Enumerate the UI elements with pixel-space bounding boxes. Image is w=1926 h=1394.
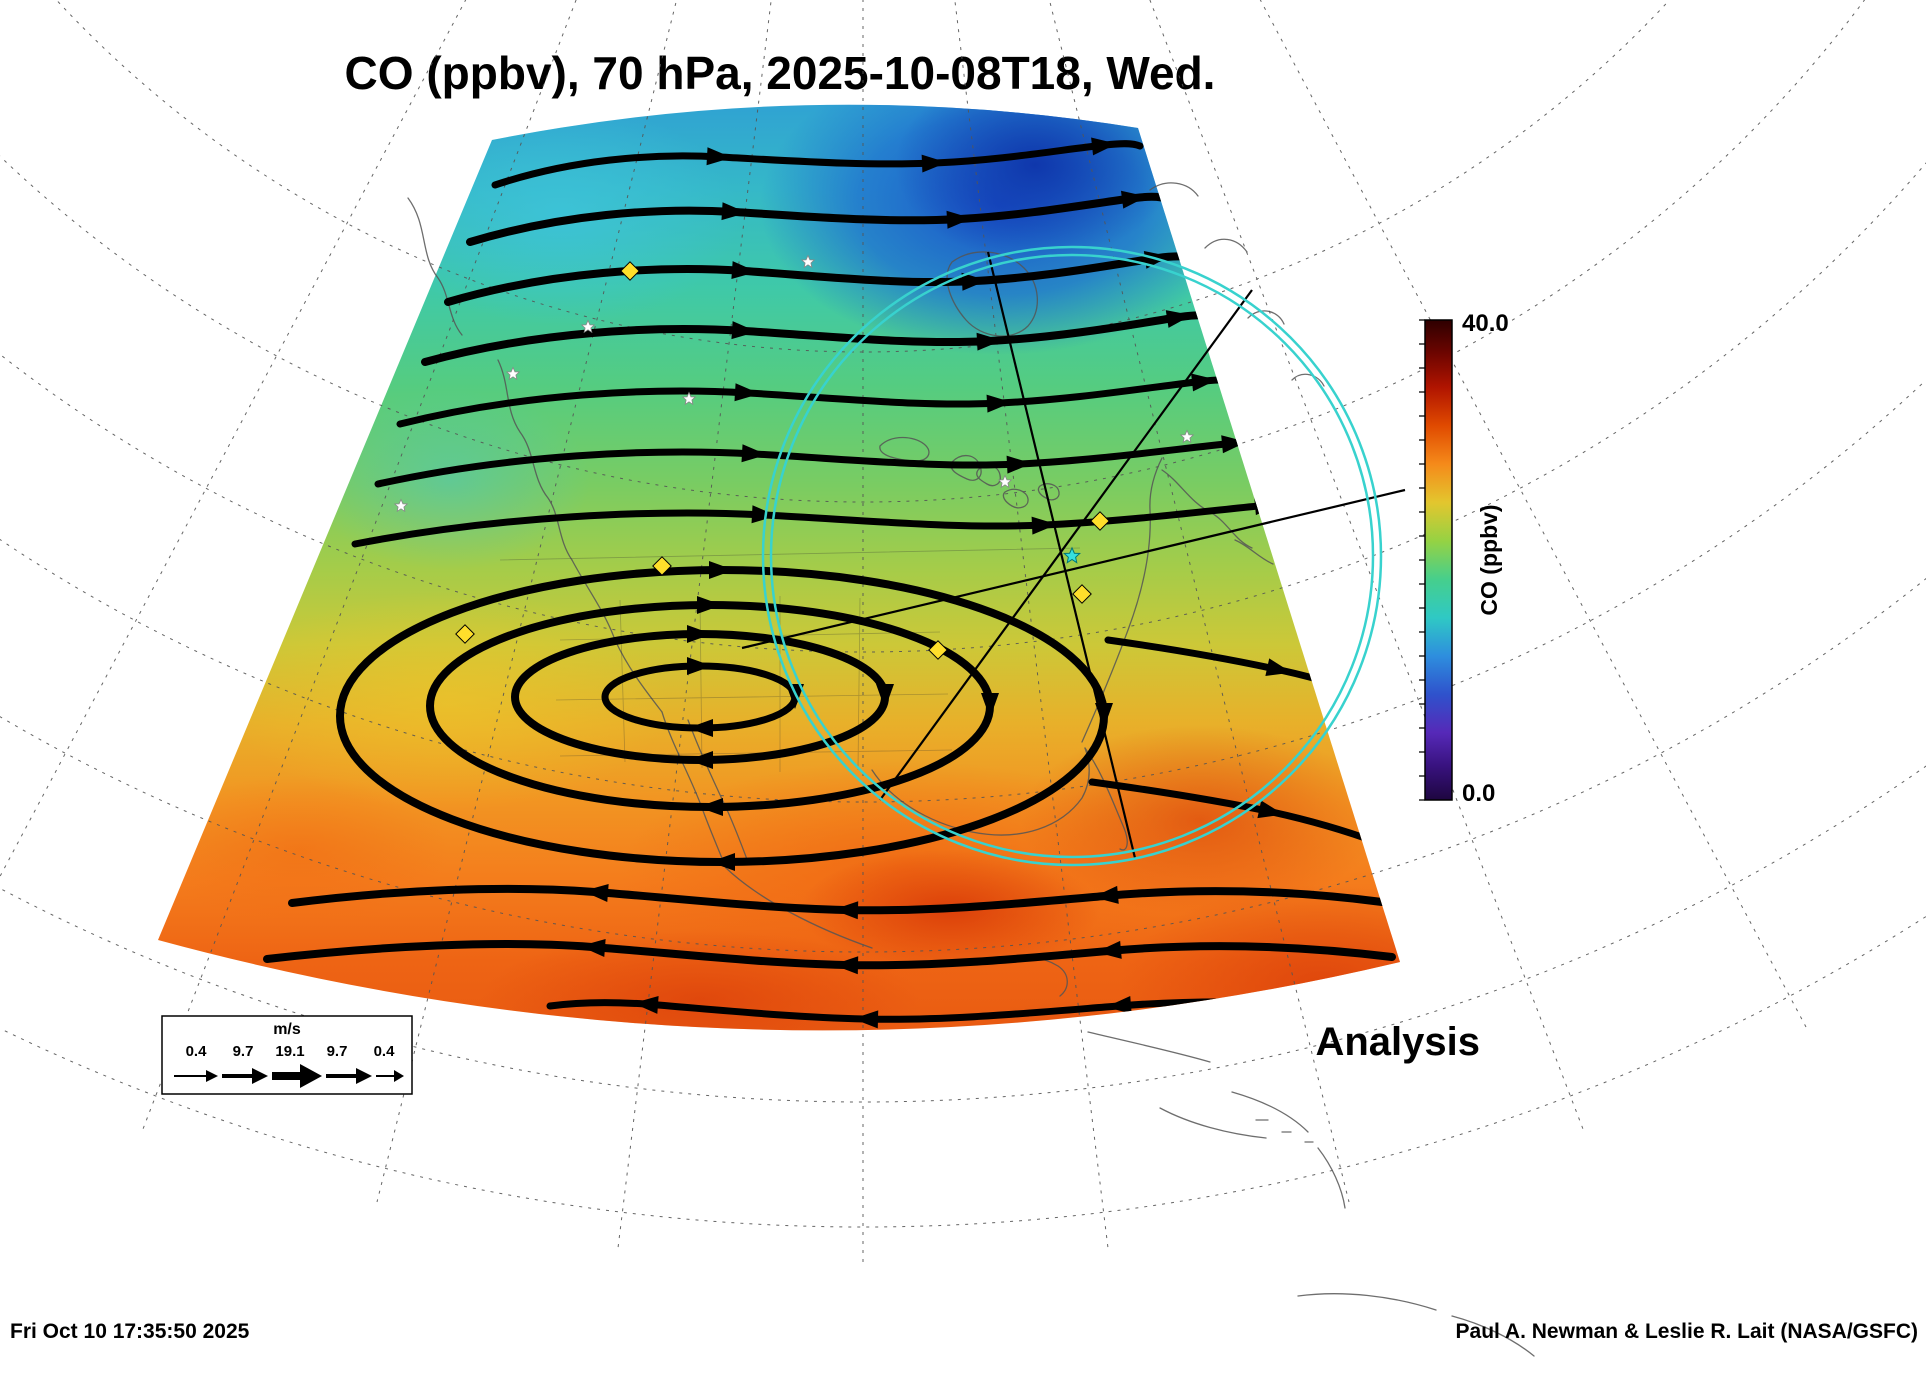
yellow-diamond-marker xyxy=(455,624,475,644)
analysis-label: Analysis xyxy=(1315,1020,1480,1064)
wind-streamlines xyxy=(263,137,1400,1029)
colorbar-min-label: 0.0 xyxy=(1462,780,1495,807)
range-ring-circle xyxy=(761,245,1383,867)
wind-legend-value: 9.7 xyxy=(327,1043,348,1060)
yellow-diamond-marker xyxy=(1072,584,1092,604)
wind-legend-value: 9.7 xyxy=(233,1043,254,1060)
yellow-diamond-marker xyxy=(652,556,672,576)
chord-lines xyxy=(741,251,1406,859)
yellow-diamond-marker xyxy=(928,640,948,660)
generation-timestamp: Fri Oct 10 17:35:50 2025 xyxy=(10,1320,250,1343)
colorbar-max-label: 40.0 xyxy=(1462,310,1509,337)
colorbar-gradient-bar xyxy=(1424,319,1453,801)
wind-legend-value: 19.1 xyxy=(275,1043,304,1060)
colorbar: 40.0 0.0 CO (ppbv) xyxy=(1419,310,1509,807)
page-title: CO (ppbv), 70 hPa, 2025-10-08T18, Wed. xyxy=(344,47,1216,99)
wind-legend-arrows xyxy=(174,1064,404,1088)
yellow-diamond-marker xyxy=(620,261,640,281)
yellow-diamond-marker xyxy=(1090,511,1110,531)
wind-speed-legend: m/s 0.4 9.7 19.1 9.7 0.4 xyxy=(161,1015,413,1095)
colorbar-axis-label: CO (ppbv) xyxy=(1476,504,1502,615)
colorbar-ticks xyxy=(1419,319,1425,801)
credit-line: Paul A. Newman & Leslie R. Lait (NASA/GS… xyxy=(1455,1320,1918,1343)
wind-legend-box xyxy=(161,1015,413,1095)
yellow-diamond-markers xyxy=(455,261,1110,660)
wind-legend-units: m/s xyxy=(273,1021,301,1038)
wind-legend-value: 0.4 xyxy=(374,1043,396,1060)
wind-legend-value: 0.4 xyxy=(186,1043,208,1060)
